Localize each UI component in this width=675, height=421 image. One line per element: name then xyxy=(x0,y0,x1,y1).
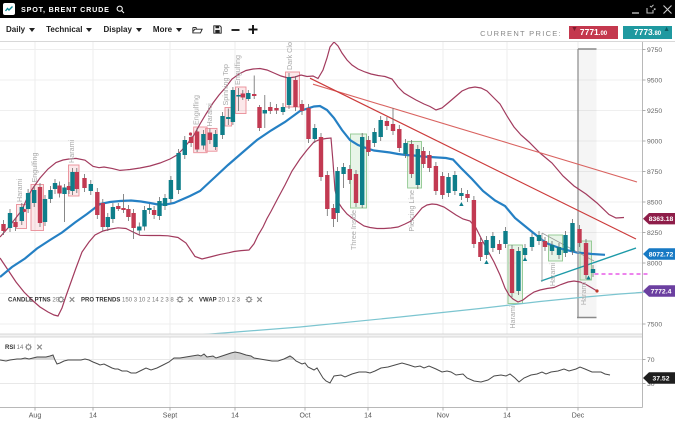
svg-text:8500: 8500 xyxy=(647,199,662,206)
svg-text:Piercing Line: Piercing Line xyxy=(407,190,416,232)
svg-text:37.52: 37.52 xyxy=(652,375,669,382)
svg-text:Oct: Oct xyxy=(300,413,311,420)
svg-text:8072.72: 8072.72 xyxy=(649,251,674,258)
svg-text:14: 14 xyxy=(364,413,372,420)
svg-text:8363.18: 8363.18 xyxy=(649,216,674,223)
svg-text:9500: 9500 xyxy=(647,77,662,84)
svg-text:Harami: Harami xyxy=(579,282,588,306)
svg-text:9250: 9250 xyxy=(647,108,662,115)
svg-text:Sept: Sept xyxy=(163,413,177,420)
svg-text:Engulfing: Engulfing xyxy=(233,55,242,85)
svg-text:RSI 14: RSI 14 xyxy=(5,345,24,351)
svg-text:Harami: Harami xyxy=(548,263,557,287)
svg-text:Dec: Dec xyxy=(572,413,585,420)
svg-text:8750: 8750 xyxy=(647,169,662,176)
svg-text:8000: 8000 xyxy=(647,260,662,267)
svg-text:7772.4: 7772.4 xyxy=(651,288,672,295)
svg-text:30: 30 xyxy=(647,381,655,388)
svg-text:70: 70 xyxy=(647,357,655,364)
svg-text:Nov: Nov xyxy=(437,413,450,420)
svg-text:Spinning Top: Spinning Top xyxy=(221,64,230,105)
svg-text:Three Inside: Three Inside xyxy=(349,210,358,250)
svg-text:PRO TRENDS 150 3 10 2 14 2 3 8: PRO TRENDS 150 3 10 2 14 2 3 8 xyxy=(81,298,174,304)
svg-text:9000: 9000 xyxy=(647,138,662,145)
svg-text:VWAP 20 1 2 3: VWAP 20 1 2 3 xyxy=(199,298,241,304)
svg-text:Harami: Harami xyxy=(67,139,76,163)
svg-text:Harami: Harami xyxy=(15,178,24,202)
svg-text:Engulfing: Engulfing xyxy=(192,95,201,125)
svg-text:Dark Cloud: Dark Cloud xyxy=(285,42,294,70)
svg-text:7500: 7500 xyxy=(647,321,662,328)
svg-text:14: 14 xyxy=(231,413,239,420)
svg-text:Harami: Harami xyxy=(205,103,214,127)
svg-text:Aug: Aug xyxy=(29,413,42,420)
svg-text:8250: 8250 xyxy=(647,230,662,237)
svg-text:9750: 9750 xyxy=(647,47,662,54)
svg-text:14: 14 xyxy=(89,413,97,420)
svg-text:CANDLE PTNS 20: CANDLE PTNS 20 xyxy=(8,298,60,304)
svg-text:Harami: Harami xyxy=(508,305,517,329)
svg-text:14: 14 xyxy=(503,413,511,420)
svg-text:Engulfing: Engulfing xyxy=(30,153,39,183)
